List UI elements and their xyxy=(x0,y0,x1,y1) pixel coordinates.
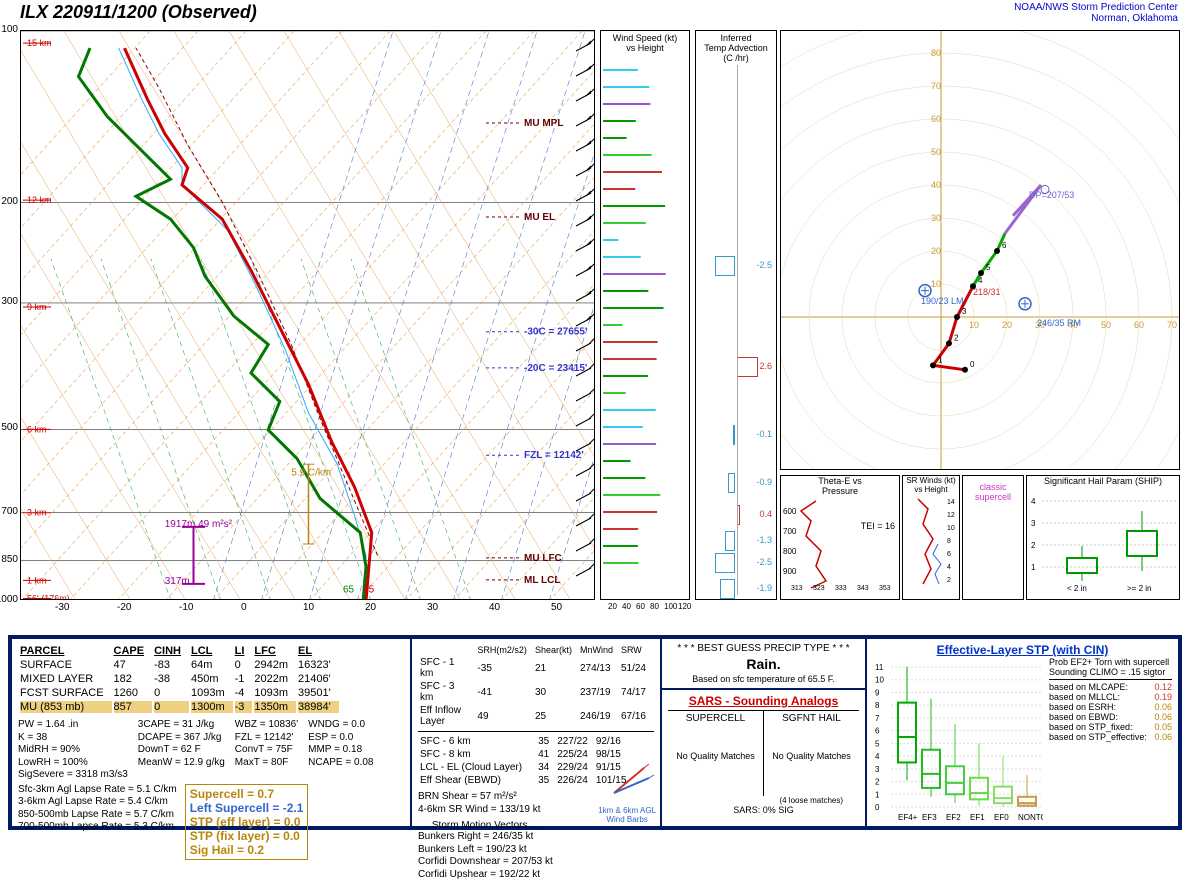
svg-text:70: 70 xyxy=(1167,320,1177,330)
svg-text:ML LCL: ML LCL xyxy=(524,575,560,586)
svg-text:56' (176m): 56' (176m) xyxy=(27,594,70,600)
srh-column: SRH(m2/s2)Shear(kt)MnWindSRWSFC - 1 km-3… xyxy=(412,639,662,826)
svg-text:EF4+: EF4+ xyxy=(898,813,918,822)
page-title: ILX 220911/1200 (Observed) xyxy=(20,2,257,23)
bottom-panel: PARCELCAPECINHLCLLILFCELSURFACE47-8364m0… xyxy=(8,635,1182,830)
svg-text:0: 0 xyxy=(970,360,975,369)
svg-text:14: 14 xyxy=(947,499,955,506)
svg-text:3: 3 xyxy=(1031,519,1036,528)
svg-text:11: 11 xyxy=(875,663,884,672)
svg-text:60: 60 xyxy=(1134,320,1144,330)
svg-text:65: 65 xyxy=(343,584,355,595)
svg-text:12: 12 xyxy=(947,512,955,519)
svg-text:4: 4 xyxy=(978,276,983,285)
svg-text:FZL = 12142': FZL = 12142' xyxy=(524,450,584,461)
svg-text:0: 0 xyxy=(875,803,880,812)
ship-panel: Significant Hail Param (SHIP) 4321< 2 in… xyxy=(1026,475,1180,600)
psbl-panel: classic supercell xyxy=(962,475,1024,600)
skewt-diagram: 15 km12 km9 km6 km3 km1 km56' (176m)MU M… xyxy=(20,30,595,600)
svg-text:MU LFC: MU LFC xyxy=(524,553,562,564)
svg-text:6: 6 xyxy=(1002,241,1007,250)
svg-text:DP=207/53: DP=207/53 xyxy=(1029,190,1074,200)
svg-text:5: 5 xyxy=(986,263,991,272)
precip-sars-column: * * * BEST GUESS PRECIP TYPE * * * Rain.… xyxy=(662,639,867,826)
svg-text:323: 323 xyxy=(813,585,825,591)
svg-text:10: 10 xyxy=(875,676,884,685)
hodograph: 1010202030304040505060607070808090900123… xyxy=(780,30,1180,470)
svg-text:900: 900 xyxy=(783,567,797,576)
wind-barb-icon xyxy=(604,758,654,798)
svg-text:343: 343 xyxy=(857,585,869,591)
svg-text:-30C = 27655': -30C = 27655' xyxy=(524,327,587,338)
svg-text:EF2: EF2 xyxy=(946,813,961,822)
svg-text:6: 6 xyxy=(947,551,951,558)
svg-text:4: 4 xyxy=(875,752,880,761)
svg-text:600: 600 xyxy=(783,507,797,516)
svg-text:190/23 LM: 190/23 LM xyxy=(921,296,964,306)
svg-text:EF1: EF1 xyxy=(970,813,985,822)
svg-text:30: 30 xyxy=(931,213,941,223)
svg-text:MU EL: MU EL xyxy=(524,212,555,223)
svg-text:4: 4 xyxy=(947,564,951,571)
parcel-column: PARCELCAPECINHLCLLILFCELSURFACE47-8364m0… xyxy=(12,639,412,826)
svg-text:218/31: 218/31 xyxy=(973,287,1001,297)
svg-text:700: 700 xyxy=(783,527,797,536)
svg-text:80: 80 xyxy=(931,48,941,58)
parcel-table: PARCELCAPECINHLCLLILFCELSURFACE47-8364m0… xyxy=(18,643,341,715)
svg-text:70: 70 xyxy=(931,81,941,91)
srwinds-panel: SR Winds (kt) vs Height 1412108642 xyxy=(902,475,960,600)
svg-text:6: 6 xyxy=(875,727,880,736)
svg-text:8: 8 xyxy=(947,538,951,545)
svg-text:8: 8 xyxy=(875,701,880,710)
svg-text:4: 4 xyxy=(1031,497,1036,506)
svg-text:40: 40 xyxy=(931,180,941,190)
svg-text:10: 10 xyxy=(969,320,979,330)
svg-text:7: 7 xyxy=(875,714,880,723)
svg-text:10: 10 xyxy=(947,525,955,532)
svg-text:313: 313 xyxy=(791,585,803,591)
svg-text:1: 1 xyxy=(938,355,943,364)
svg-text:2: 2 xyxy=(947,577,951,584)
svg-text:9: 9 xyxy=(875,688,880,697)
svg-text:>= 2 in: >= 2 in xyxy=(1127,584,1151,593)
svg-text:2: 2 xyxy=(1031,541,1036,550)
svg-text:60: 60 xyxy=(931,114,941,124)
svg-text:50: 50 xyxy=(1101,320,1111,330)
svg-text:3: 3 xyxy=(875,765,880,774)
svg-text:EF3: EF3 xyxy=(922,813,937,822)
svg-text:20: 20 xyxy=(931,246,941,256)
svg-text:2: 2 xyxy=(954,333,959,342)
svg-text:5: 5 xyxy=(875,739,880,748)
windspeed-panel: Wind Speed (kt) vs Height xyxy=(600,30,690,600)
svg-text:2: 2 xyxy=(875,778,880,787)
svg-text:246/35 RM: 246/35 RM xyxy=(1037,318,1081,328)
svg-text:1: 1 xyxy=(1031,563,1036,572)
svg-text:NONTOR: NONTOR xyxy=(1018,813,1043,822)
svg-text:20: 20 xyxy=(1002,320,1012,330)
svg-text:353: 353 xyxy=(879,585,891,591)
svg-text:5.9 C/km: 5.9 C/km xyxy=(291,468,331,479)
svg-text:333: 333 xyxy=(835,585,847,591)
svg-text:< 2 in: < 2 in xyxy=(1067,584,1087,593)
svg-text:1: 1 xyxy=(875,790,880,799)
svg-text:MU MPL: MU MPL xyxy=(524,118,563,129)
thetae-panel: Theta-E vs Pressure 60070080090031332333… xyxy=(780,475,900,600)
svg-text:65: 65 xyxy=(363,584,375,595)
svg-text:10: 10 xyxy=(931,279,941,289)
credit: NOAA/NWS Storm Prediction Center Norman,… xyxy=(1014,2,1178,24)
svg-text:3: 3 xyxy=(962,307,967,316)
svg-text:50: 50 xyxy=(931,147,941,157)
stp-column: Effective-Layer STP (with CIN) 012345678… xyxy=(867,639,1178,826)
svg-text:-20C = 23415': -20C = 23415' xyxy=(524,363,587,374)
svg-text:1917m 49 m²s²: 1917m 49 m²s² xyxy=(165,519,233,530)
svg-text:800: 800 xyxy=(783,547,797,556)
svg-text:EF0: EF0 xyxy=(994,813,1009,822)
svg-text:317m: 317m xyxy=(165,576,190,587)
tempadv-panel: Inferred Temp Advection (C /hr) -2.52.6-… xyxy=(695,30,777,600)
